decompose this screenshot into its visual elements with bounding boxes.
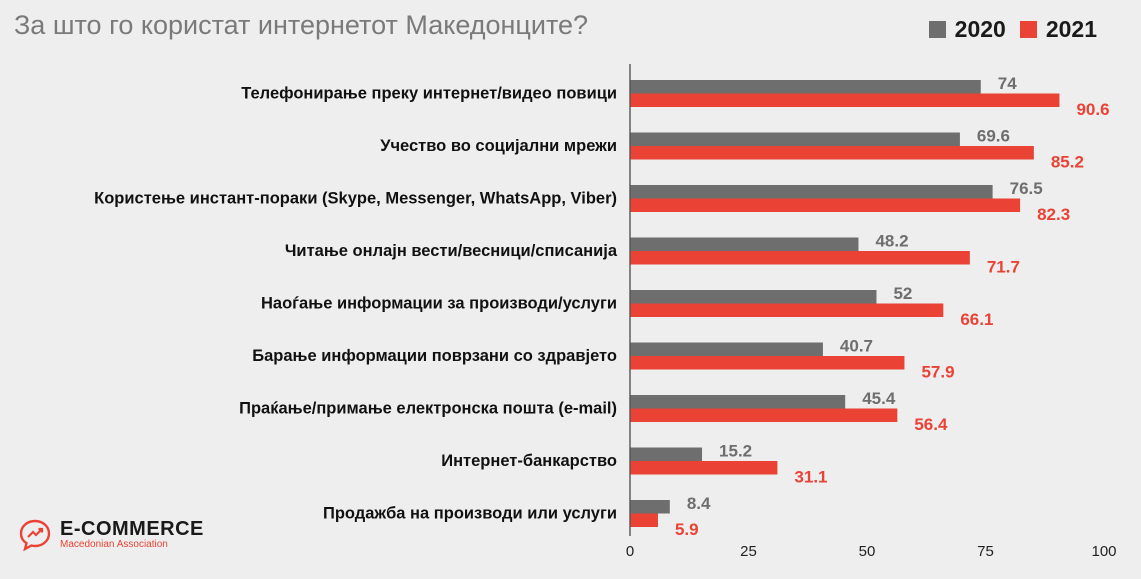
x-tick-label: 50 bbox=[859, 543, 876, 560]
legend-label-2020: 2020 bbox=[954, 16, 1006, 42]
bar-2021 bbox=[630, 93, 1060, 107]
legend-item-2021: 2021 bbox=[1019, 16, 1097, 43]
bar-2021 bbox=[630, 513, 658, 527]
bar-2020 bbox=[630, 500, 670, 514]
bar-2021 bbox=[630, 408, 898, 422]
value-label-2021: 66.1 bbox=[960, 310, 993, 329]
bar-2020 bbox=[630, 395, 846, 409]
value-label-2020: 76.5 bbox=[1010, 179, 1043, 198]
bar-2021 bbox=[630, 146, 1034, 160]
value-label-2021: 56.4 bbox=[914, 415, 948, 434]
category-label: Учество во социјални мрежи bbox=[380, 137, 617, 155]
logo-text: E-COMMERCE Macedonian Association bbox=[60, 519, 204, 551]
value-label-2020: 8.4 bbox=[687, 494, 711, 513]
legend: 2020 2021 bbox=[928, 16, 1097, 43]
bar-2021 bbox=[630, 356, 905, 370]
value-label-2021: 90.6 bbox=[1076, 100, 1109, 119]
category-label: Телефонирање преку интернет/видео повици bbox=[241, 85, 617, 103]
category-label: Интернет-банкарство bbox=[441, 452, 617, 470]
value-label-2021: 57.9 bbox=[921, 363, 954, 382]
bar-2020 bbox=[630, 185, 993, 199]
bar-2021 bbox=[630, 303, 944, 317]
x-tick-label: 75 bbox=[977, 543, 994, 560]
value-label-2020: 40.7 bbox=[840, 337, 873, 356]
category-label: Продажба на производи или услуги bbox=[323, 505, 617, 523]
value-label-2020: 74 bbox=[998, 74, 1017, 93]
value-label-2020: 45.4 bbox=[862, 389, 896, 408]
bar-2021 bbox=[630, 461, 778, 475]
bar-2020 bbox=[630, 132, 960, 146]
bar-2021 bbox=[630, 251, 970, 265]
legend-swatch-2020 bbox=[928, 21, 946, 38]
value-label-2020: 48.2 bbox=[875, 232, 908, 251]
value-label-2021: 71.7 bbox=[987, 258, 1020, 277]
category-label: Праќање/примање електронска пошта (e-mai… bbox=[239, 400, 617, 418]
legend-item-2020: 2020 bbox=[928, 16, 1006, 43]
value-label-2021: 31.1 bbox=[794, 468, 827, 487]
value-label-2020: 52 bbox=[893, 284, 912, 303]
logo-subtitle: Macedonian Association bbox=[60, 539, 168, 550]
bar-2020 bbox=[630, 290, 877, 304]
value-label-2020: 69.6 bbox=[977, 127, 1010, 146]
category-label: Користење инстант-пораки (Skype, Messeng… bbox=[94, 190, 617, 208]
bar-2021 bbox=[630, 198, 1021, 212]
chart-title: За што го користат интернетот Македонцит… bbox=[14, 10, 589, 40]
bar-2020 bbox=[630, 447, 703, 461]
category-label: Барање информации поврзани со здравјето bbox=[252, 347, 617, 365]
bar-2020 bbox=[630, 342, 823, 356]
logo-name: E-COMMERCE bbox=[60, 518, 204, 540]
logo: E-COMMERCE Macedonian Association bbox=[18, 518, 204, 552]
x-tick-label: 25 bbox=[740, 543, 757, 560]
chat-bubble-chart-icon bbox=[19, 519, 51, 552]
legend-swatch-2021 bbox=[1019, 21, 1037, 38]
value-label-2021: 85.2 bbox=[1051, 153, 1084, 172]
category-label: Читање онлајн вести/весници/списанија bbox=[285, 242, 618, 260]
value-label-2020: 15.2 bbox=[719, 442, 752, 461]
category-label: Наоѓање информации за производи/услуги bbox=[261, 295, 617, 313]
x-tick-label: 100 bbox=[1091, 543, 1116, 560]
value-label-2021: 82.3 bbox=[1037, 205, 1070, 224]
value-label-2021: 5.9 bbox=[675, 520, 699, 539]
x-tick-label: 0 bbox=[626, 543, 634, 560]
legend-label-2021: 2021 bbox=[1045, 16, 1097, 42]
bar-2020 bbox=[630, 237, 859, 251]
bar-2020 bbox=[630, 80, 981, 94]
